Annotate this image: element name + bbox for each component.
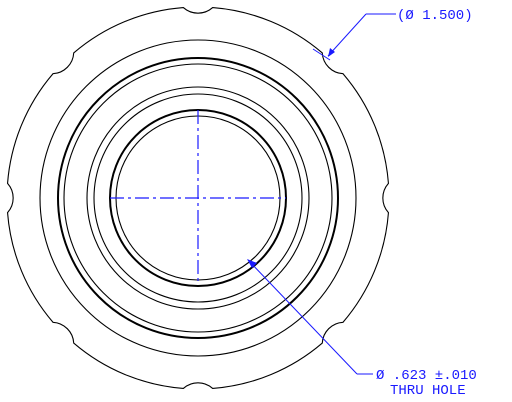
od-leader-tick	[312, 48, 331, 61]
boss-inner-circle	[93, 93, 303, 303]
thru-hole-note-label: THRU HOLE	[390, 383, 466, 399]
chamfer-circle	[63, 63, 333, 333]
top-face-circle	[57, 57, 339, 339]
thru-hole-diameter-label: Ø .623 ±.010	[376, 368, 477, 384]
boss-outer-circle	[86, 86, 310, 310]
od-leader-line	[327, 13, 367, 57]
thru-hole-arrowhead	[247, 259, 257, 268]
outer-rim-circle	[39, 39, 357, 357]
thru-hole-leader-line	[247, 259, 358, 375]
outer-diameter-label: (Ø 1.500)	[397, 8, 473, 24]
od-arrowhead	[328, 48, 335, 57]
knob-scalloped-outline	[6, 6, 390, 390]
